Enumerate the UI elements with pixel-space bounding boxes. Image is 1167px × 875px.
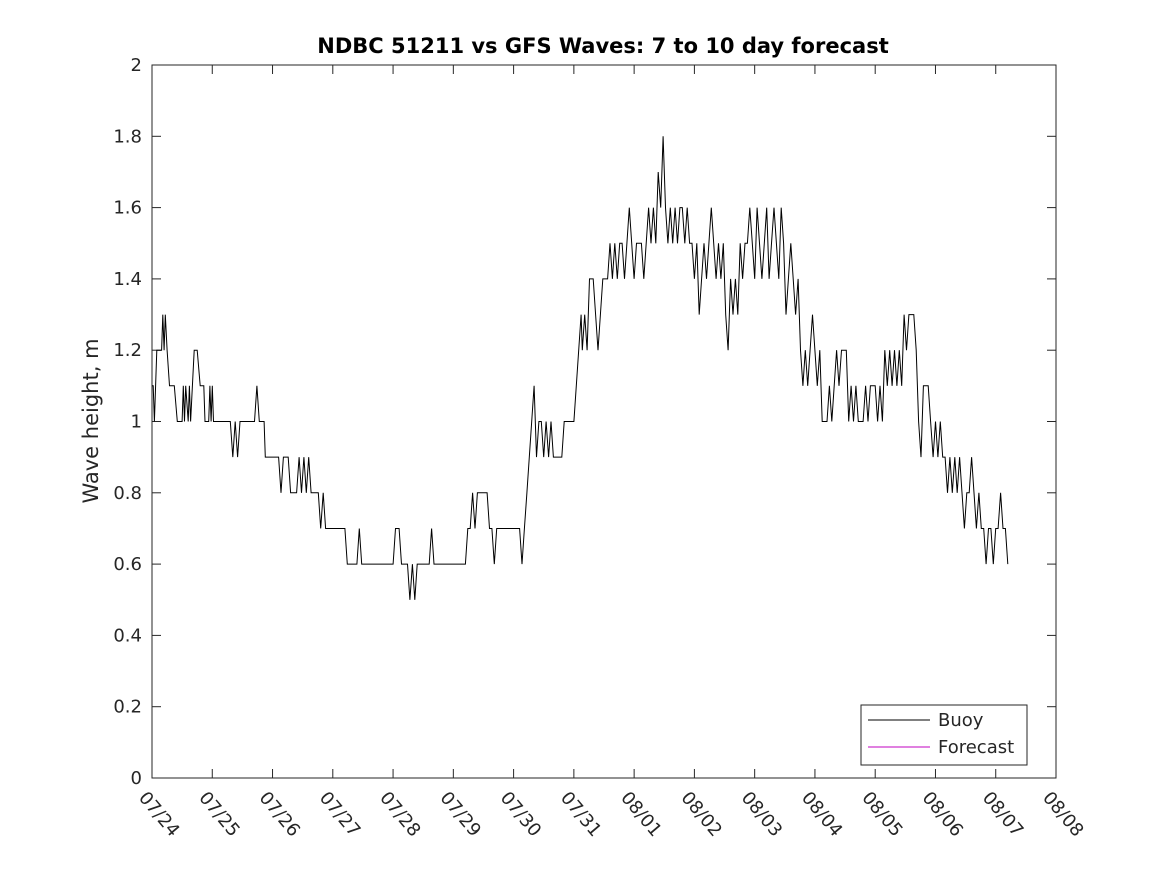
y-tick-label: 1.6: [113, 198, 142, 219]
legend: Buoy Forecast: [860, 704, 1028, 766]
chart-title: NDBC 51211 vs GFS Waves: 7 to 10 day for…: [317, 34, 888, 58]
series-line-buoy: [152, 136, 1009, 600]
y-tick-label: 1.8: [113, 126, 142, 147]
series-layer: [152, 136, 1009, 600]
legend-label-forecast: Forecast: [938, 737, 1014, 758]
y-tick-label: 0.2: [113, 697, 142, 718]
y-tick-label: 0.6: [113, 554, 142, 575]
legend-box: [860, 704, 1028, 766]
y-tick-label: 1.4: [113, 269, 142, 290]
y-tick-label: 2: [131, 55, 142, 76]
y-tick-label: 0: [131, 768, 142, 789]
y-tick-label: 0.4: [113, 625, 142, 646]
y-axis-title: Wave height, m: [79, 338, 103, 503]
y-tick-label: 1: [131, 412, 142, 433]
legend-label-buoy: Buoy: [938, 710, 984, 731]
y-tick-label: 0.8: [113, 483, 142, 504]
plot-area: [151, 64, 1057, 779]
y-tick-label: 1.2: [113, 340, 142, 361]
